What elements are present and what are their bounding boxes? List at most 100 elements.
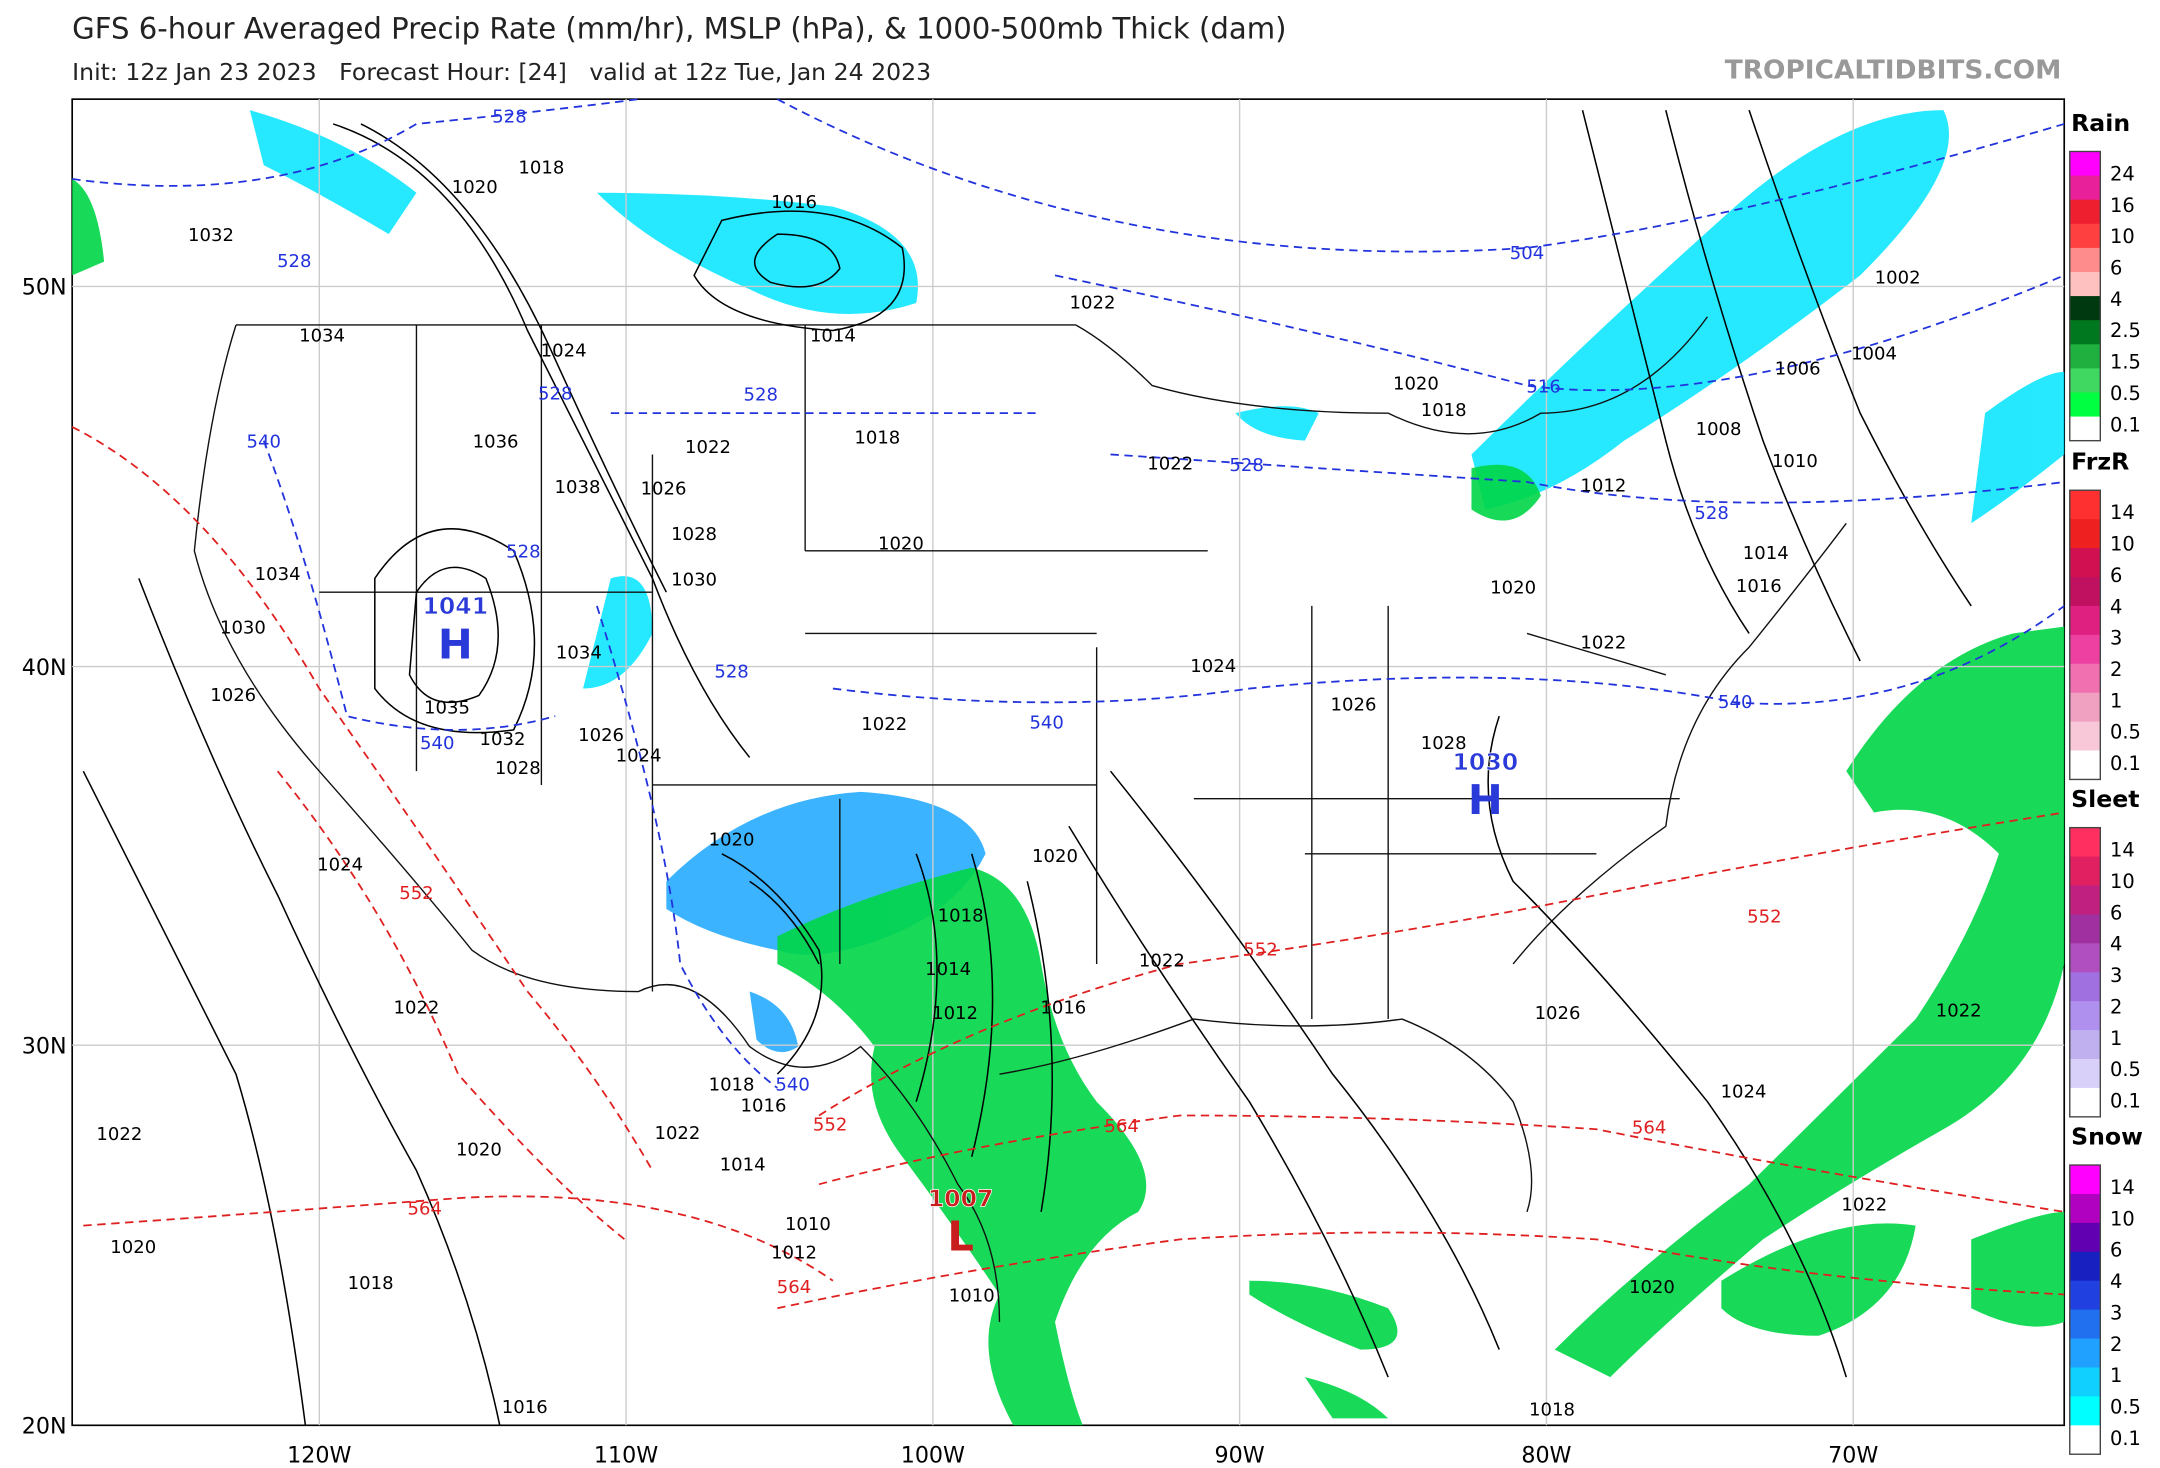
thickness-label: 528 [506,542,540,563]
pressure-center-symbol: L [947,1213,974,1261]
legend-frame [2069,150,2102,442]
legend-swatch [2069,519,2101,549]
isobar-label: 1010 [949,1285,995,1306]
watermark: TROPICALTIDBITS.COM [1725,56,2062,86]
legend: Rain241610642.51.50.50.1FrzR1410643210.5… [2069,109,2143,1455]
legend-title: Sleet [2071,785,2139,813]
legend-label: 6 [2110,1239,2122,1262]
isobar-label: 1024 [616,746,662,767]
legend-swatch [2069,1058,2101,1089]
isobar-label: 1020 [1490,578,1536,599]
legend-swatch [2069,271,2101,297]
legend-label: 1 [2110,1027,2122,1050]
isobar-label: 1024 [541,341,587,362]
isobar-label: 1018 [1529,1400,1575,1421]
isobar-label: 1012 [771,1243,817,1264]
legend-swatch [2069,1251,2101,1282]
legend-label: 0.5 [2110,721,2141,744]
thickness-label: 528 [277,251,311,272]
legend-label: 4 [2110,595,2122,618]
thickness-label: 528 [538,383,572,404]
title: GFS 6-hour Averaged Precip Rate (mm/hr),… [72,12,1286,46]
isobar-label: 1002 [1875,268,1921,289]
legend-label: 10 [2110,870,2135,893]
legend-label: 3 [2110,627,2122,650]
legend-swatch [2069,663,2101,694]
isobar-label: 1012 [932,1003,978,1024]
lat-label: 20N [22,1414,67,1440]
isobar-label: 1032 [480,729,526,750]
isobar-label: 1018 [709,1075,755,1096]
legend-label: 1.5 [2110,351,2141,374]
legend-swatch [2069,416,2101,442]
legend-title: FrzR [2071,448,2129,476]
thickness-label: 528 [714,662,748,683]
legend-label: 2 [2110,658,2122,681]
lon-label: 90W [1215,1443,1265,1468]
isobar-label: 1022 [393,998,439,1019]
legend-label: 6 [2110,257,2122,280]
legend-label: 2.5 [2110,319,2141,342]
isobar-label: 1026 [210,685,256,706]
legend-swatch [2069,577,2101,607]
graticule [72,99,2065,1426]
isobar-label: 1014 [1743,543,1789,564]
thickness-label: 552 [1243,940,1277,961]
isobar-label: 1004 [1851,343,1897,364]
isobar-label: 1020 [878,534,924,555]
isobar-label: 1018 [1421,400,1467,421]
isobar-label: 1014 [720,1155,766,1176]
isobar-label: 1014 [925,959,971,980]
isobar-label: 1016 [741,1095,787,1116]
legend-label: 24 [2110,162,2135,185]
isobar-label: 1034 [299,326,345,347]
isobar-label: 1020 [456,1139,502,1160]
legend-swatch [2069,1280,2101,1311]
thickness-label: 564 [1632,1117,1666,1138]
legend-frame [2069,489,2102,781]
pressure-center-symbol: H [1468,776,1503,824]
thickness-label: 564 [408,1199,442,1220]
legend-label: 6 [2110,564,2122,587]
lat-label: 50N [22,275,67,301]
isobar-label: 1026 [1535,1003,1581,1024]
legend-label: 10 [2110,225,2135,248]
lat-label: 30N [22,1034,67,1060]
isobar-label: 1026 [641,478,687,499]
isobar-label: 1022 [685,437,731,458]
thickness-red [71,426,2065,1310]
thickness-label: 528 [1229,455,1263,476]
legend-label: 14 [2110,1176,2135,1199]
thickness-label: 516 [1526,377,1560,398]
isobar-label: 1010 [1772,451,1818,472]
isobar-label: 1028 [1421,733,1467,754]
isobar-label: 1022 [96,1124,142,1145]
map-labels: 1020 1018 1032 1016 1034 1024 1014 1022 1036 1038… [96,107,1981,1421]
legend-frame [2069,826,2102,1118]
legend-swatch [2069,721,2101,752]
thickness-label: 504 [1510,243,1544,264]
legend-frame [2069,1164,2102,1455]
legend-label: 0.1 [2110,413,2141,436]
isobar-label: 1020 [1032,846,1078,867]
legend-label: 16 [2110,194,2135,217]
thickness-label: 540 [1718,692,1752,713]
legend-swatch [2069,943,2101,973]
borders [193,316,1847,1323]
isobar-label: 1026 [1331,695,1377,716]
legend-swatch [2069,1165,2101,1195]
isobar-label: 1012 [1580,476,1626,497]
isobar-label: 1022 [1070,293,1116,314]
isobar-label: 1022 [861,714,907,735]
legend-label: 1 [2110,1364,2122,1387]
legend-swatch [2069,634,2101,665]
isobar-label: 1008 [1696,419,1742,440]
legend-label: 1 [2110,689,2122,712]
isobar-label: 1020 [110,1237,156,1258]
isobar-label: 1022 [1936,1000,1982,1021]
isobar-label: 1022 [1147,454,1193,475]
lon-label: 100W [901,1443,965,1468]
map-area: 1020 1018 1032 1016 1034 1024 1014 1022 1036 1038… [71,98,2066,1427]
legend-swatch [2069,1396,2101,1426]
